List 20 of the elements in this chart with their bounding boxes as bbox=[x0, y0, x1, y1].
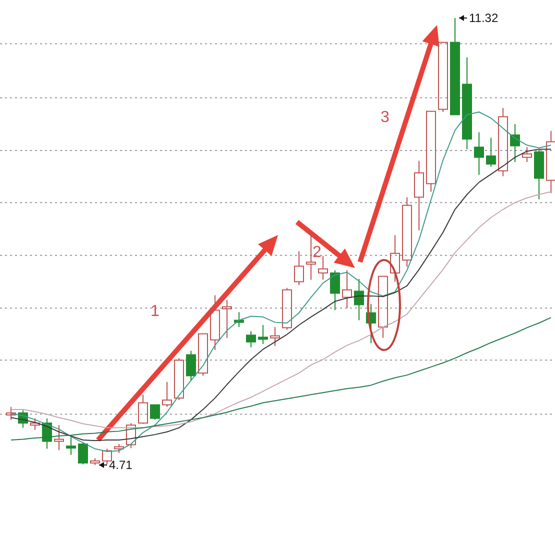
annotation: 2 bbox=[312, 244, 322, 261]
annotation: 4.71 bbox=[109, 458, 133, 472]
candlestick bbox=[354, 278, 364, 321]
candlestick bbox=[66, 436, 76, 456]
candlestick bbox=[258, 324, 268, 344]
candlestick bbox=[330, 270, 340, 311]
candlestick bbox=[342, 270, 352, 309]
candlestick bbox=[546, 130, 555, 194]
candlestick bbox=[222, 299, 232, 338]
candlestick bbox=[210, 294, 220, 351]
candlestick bbox=[414, 160, 424, 231]
annotation: 1 bbox=[150, 303, 160, 320]
candlestick bbox=[54, 424, 64, 451]
annotation: 3 bbox=[380, 109, 390, 126]
candlestick bbox=[474, 132, 484, 176]
candlestick bbox=[462, 56, 472, 150]
candlestick bbox=[486, 137, 496, 168]
annotation: 11.32 bbox=[469, 11, 498, 25]
candlestick bbox=[510, 124, 520, 163]
candlestick bbox=[402, 196, 412, 268]
